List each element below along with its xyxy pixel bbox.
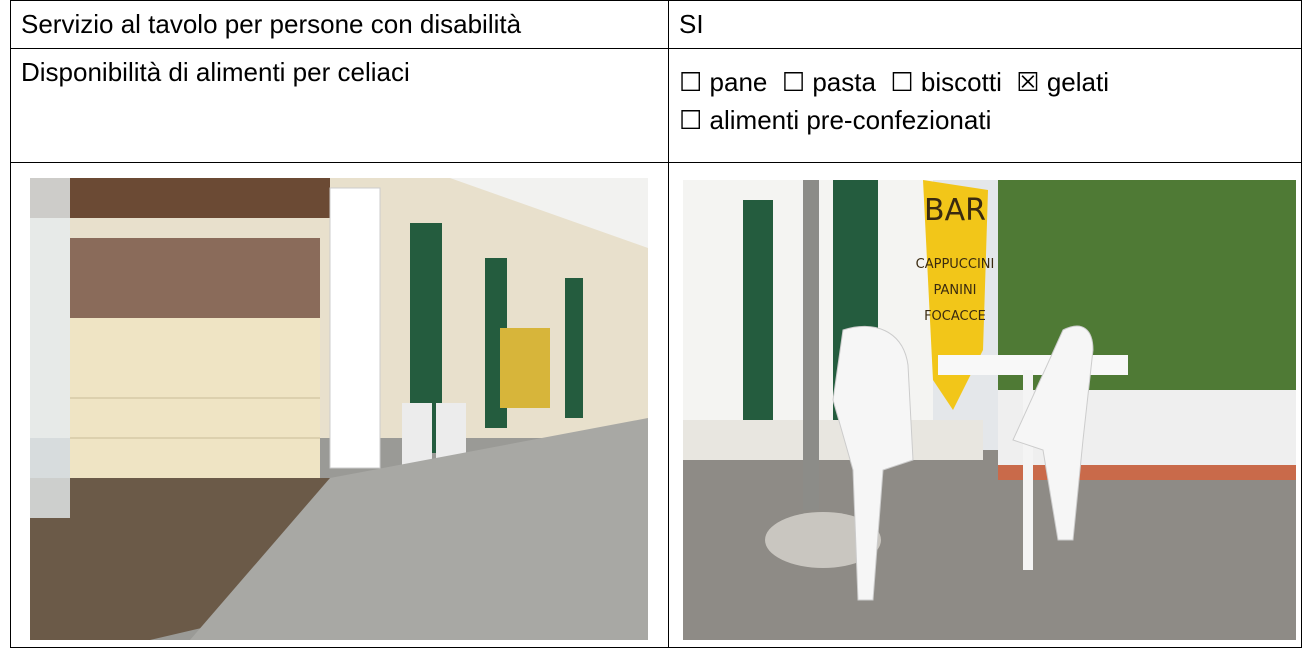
checkbox-line: ☐ pane ☐ pasta ☐ biscotti ☒ gelati [679, 67, 1109, 97]
table-cell: SI [668, 0, 1302, 49]
sign-text: CAPPUCCINI [916, 257, 995, 272]
cell-text: Disponibilità di alimenti per celiaci [21, 57, 410, 87]
photo-kiosk [30, 178, 648, 640]
cell-text: Servizio al tavolo per persone con disab… [21, 9, 522, 39]
sign-text: BAR [924, 193, 986, 228]
sign-text: FOCACCE [924, 309, 986, 324]
table-cell: ☐ pane ☐ pasta ☐ biscotti ☒ gelati ☐ ali… [668, 48, 1302, 163]
sign-text: PANINI [933, 283, 976, 298]
table-cell: Disponibilità di alimenti per celiaci [10, 48, 669, 163]
sign: BAR CAPPUCCINI PANINI FOCACCE [916, 180, 995, 410]
checkbox-line: ☐ alimenti pre-confezionati [679, 105, 992, 135]
cell-text: SI [679, 9, 704, 39]
photo-terrace: BAR CAPPUCCINI PANINI FOCACCE [683, 180, 1296, 640]
table-cell: Servizio al tavolo per persone con disab… [10, 0, 669, 49]
